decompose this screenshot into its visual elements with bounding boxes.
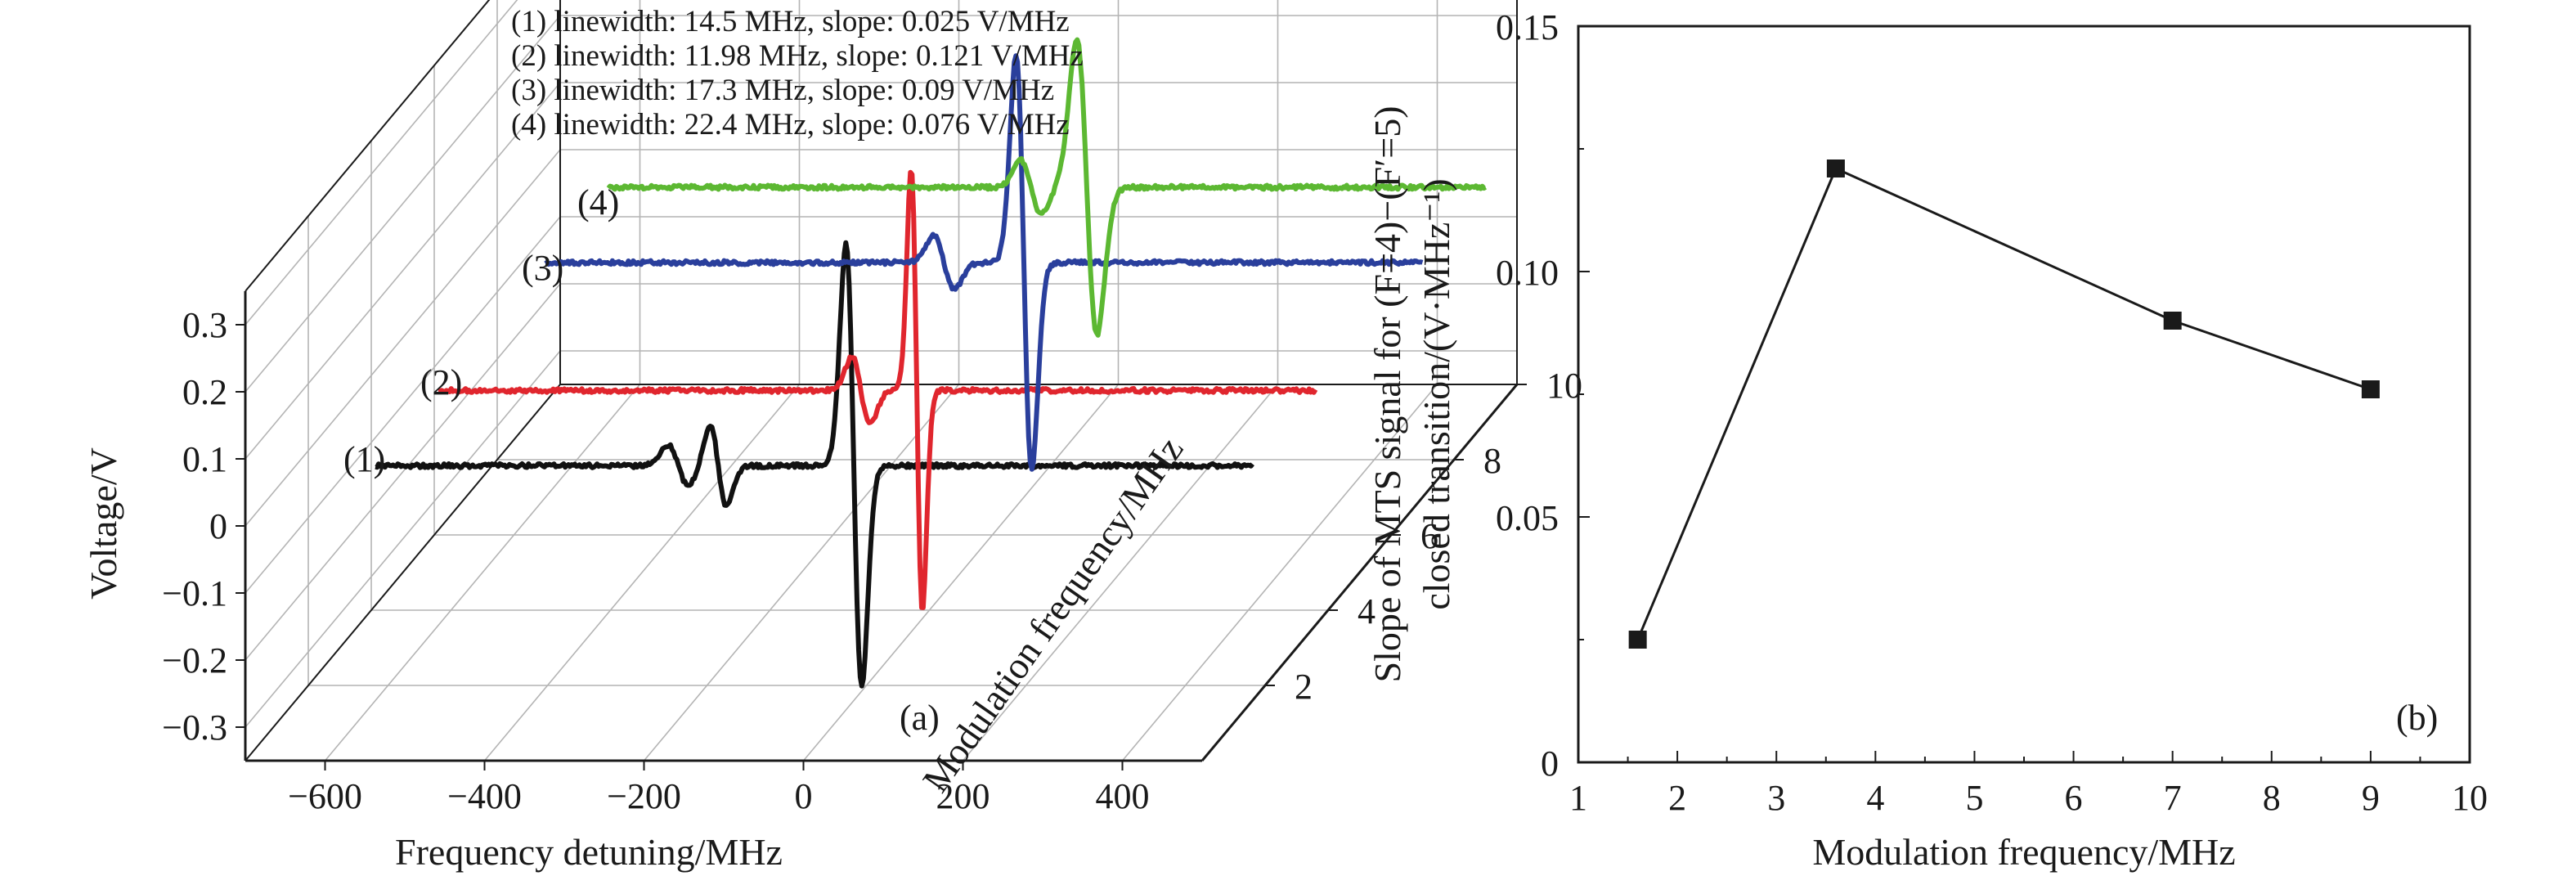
panel-b-line [1636, 166, 2372, 640]
panel-b-y-tick-label: 0.05 [1496, 498, 1559, 538]
panel-b-point [2163, 312, 2182, 330]
panel-b-series [1628, 159, 2380, 649]
left-wall-gridline [245, 350, 561, 728]
z-tick-label: 10 [1546, 366, 1582, 406]
y-tick-label: −0.3 [162, 708, 227, 748]
panel-a-label: (a) [900, 698, 940, 738]
left-wall-gridline [245, 0, 518, 326]
annotation-line-1: (1) linewidth: 14.5 MHz, slope: 0.025 V/… [511, 5, 1070, 38]
panel-b-frame [1577, 25, 2471, 764]
panel-b-ticks: 1 2 3 4 5 6 7 8 9 10 0 0.05 0.10 0.15 [1496, 7, 2488, 818]
panel-b-xlabel: Modulation frequency/MHz [1812, 831, 2235, 873]
z-axis-line [1200, 384, 1519, 761]
x-tick-label: 400 [1096, 776, 1150, 816]
x-tick-label: −600 [288, 776, 362, 816]
series-1-label: (1) [343, 439, 385, 479]
left-wall-gridline [245, 216, 561, 594]
panel-b-y-tick-label: 0.10 [1496, 253, 1559, 293]
panel-b-point [1826, 159, 1845, 177]
panel-a-ticks: −600 −400 −200 0 200 400 −0.3 −0.2 −0.1 0 0.1 0.2 0.… [162, 305, 1582, 816]
box-edge [245, 0, 491, 292]
left-wall-gridline [245, 283, 561, 661]
annotation-line-2: (2) linewidth: 11.98 MHz, slope: 0.121 V… [511, 39, 1084, 73]
x-tick-label: 0 [795, 776, 813, 816]
panel-b-x-tick-label: 7 [2164, 778, 2182, 818]
series-4-curve [606, 37, 1488, 338]
left-wall-gridline [245, 82, 561, 460]
left-wall-gridline [245, 15, 561, 393]
panel-b-x-tick-label: 8 [2263, 778, 2281, 818]
x-tick-label: −400 [447, 776, 522, 816]
floor-gridline [962, 384, 1279, 761]
z-tick-label: 2 [1295, 667, 1313, 707]
annotation-line-4: (4) linewidth: 22.4 MHz, slope: 0.076 V/… [511, 108, 1070, 142]
panel-b-x-tick-label: 10 [2452, 778, 2488, 818]
panel-b-x-tick-label: 6 [2065, 778, 2083, 818]
panel-b-ylabel-line-1: Slope of MTS signal for (F=4)−(F′=5) [1367, 106, 1408, 682]
series-3-label: (3) [522, 248, 563, 288]
x-tick-label: 200 [936, 776, 990, 816]
series-3-curve [544, 53, 1424, 472]
z-tick-label: 6 [1420, 516, 1438, 556]
panel-b-point [2361, 380, 2380, 398]
panel-b-y-tick-label: 0.15 [1496, 7, 1559, 47]
panel-a-series [375, 37, 1488, 689]
z-tick-label: 4 [1358, 591, 1376, 631]
y-tick-label: −0.2 [162, 640, 227, 681]
floor-gridline [643, 384, 960, 761]
panel-b-chart: 1 2 3 4 5 6 7 8 9 10 0 0.05 0.10 0.15 Modulation freq… [1367, 7, 2488, 873]
panel-b-x-tick-label: 4 [1866, 778, 1884, 818]
y-tick-label: 0 [209, 506, 227, 546]
x-tick-label: −200 [607, 776, 681, 816]
series-1-curve [375, 240, 1254, 689]
panel-b-x-tick-label: 1 [1569, 778, 1587, 818]
floor-gridline [802, 384, 1120, 761]
annotation-line-3: (3) linewidth: 17.3 MHz, slope: 0.09 V/M… [511, 74, 1054, 107]
panel-a-zlabel: Modulation frequency/MHz [914, 429, 1192, 800]
left-wall-gridline [245, 149, 561, 527]
floor-gridline [324, 384, 641, 761]
y-tick-label: 0.3 [182, 305, 227, 345]
series-4-label: (4) [577, 182, 619, 222]
series-2-label: (2) [420, 362, 462, 402]
panel-b-y-tick-label: 0 [1541, 743, 1559, 784]
panel-b-x-tick-label: 3 [1767, 778, 1785, 818]
z-tick-label: 8 [1483, 441, 1501, 481]
panel-b-label: (b) [2396, 698, 2438, 738]
y-tick-label: −0.1 [162, 573, 227, 613]
y-tick-label: 0.2 [182, 372, 227, 412]
panel-b-x-tick-label: 9 [2362, 778, 2380, 818]
panel-b-x-tick-label: 5 [1965, 778, 1983, 818]
floor-gridline [483, 384, 801, 761]
panel-a-ylabel: Voltage/V [83, 447, 124, 600]
series-2-curve [438, 169, 1318, 610]
box-edge [245, 384, 561, 761]
panel-a-xlabel: Frequency detuning/MHz [395, 831, 783, 873]
panel-a-3d-chart: −600 −400 −200 0 200 400 −0.3 −0.2 −0.1 0 0.1 0.2 0.… [83, 0, 1582, 873]
panel-b-ylabel-line-2: closed transition/(V·MHz⁻¹) [1416, 178, 1457, 609]
floor-gridline [1121, 384, 1438, 761]
panel-b-x-tick-label: 2 [1668, 778, 1686, 818]
y-tick-label: 0.1 [182, 439, 227, 479]
panel-b-point [1628, 631, 1647, 649]
